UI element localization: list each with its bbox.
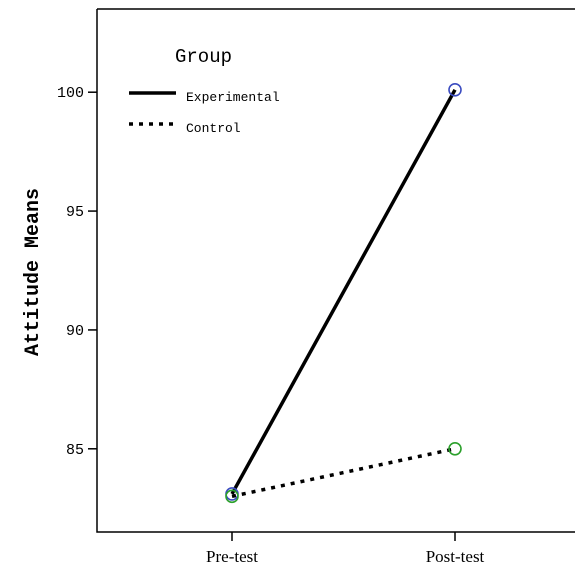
control-point <box>225 489 239 504</box>
x-tick-label: Post-test <box>426 547 485 566</box>
legend-label-control: Control <box>186 121 241 136</box>
control-series-line <box>231 447 456 499</box>
experimental-point <box>448 83 462 97</box>
y-axis-ticks: 85 90 95 100 <box>57 85 97 459</box>
y-axis-label: Attitude Means <box>22 188 45 356</box>
legend: Group Experimental Control <box>129 46 280 136</box>
experimental-series-line <box>230 88 457 495</box>
plot-area <box>96 8 575 533</box>
x-axis-ticks: Pre-test Post-test <box>206 532 485 566</box>
y-tick-label: 90 <box>66 323 84 340</box>
y-tick-label: 95 <box>66 204 84 221</box>
series-markers <box>225 83 462 504</box>
y-tick-label: 85 <box>66 442 84 459</box>
y-tick-label: 100 <box>57 85 84 102</box>
x-tick-label: Pre-test <box>206 547 258 566</box>
control-point <box>448 441 462 456</box>
legend-label-experimental: Experimental <box>186 90 280 105</box>
legend-title: Group <box>175 46 232 68</box>
plot-frame <box>96 9 575 533</box>
series-lines <box>230 88 457 499</box>
